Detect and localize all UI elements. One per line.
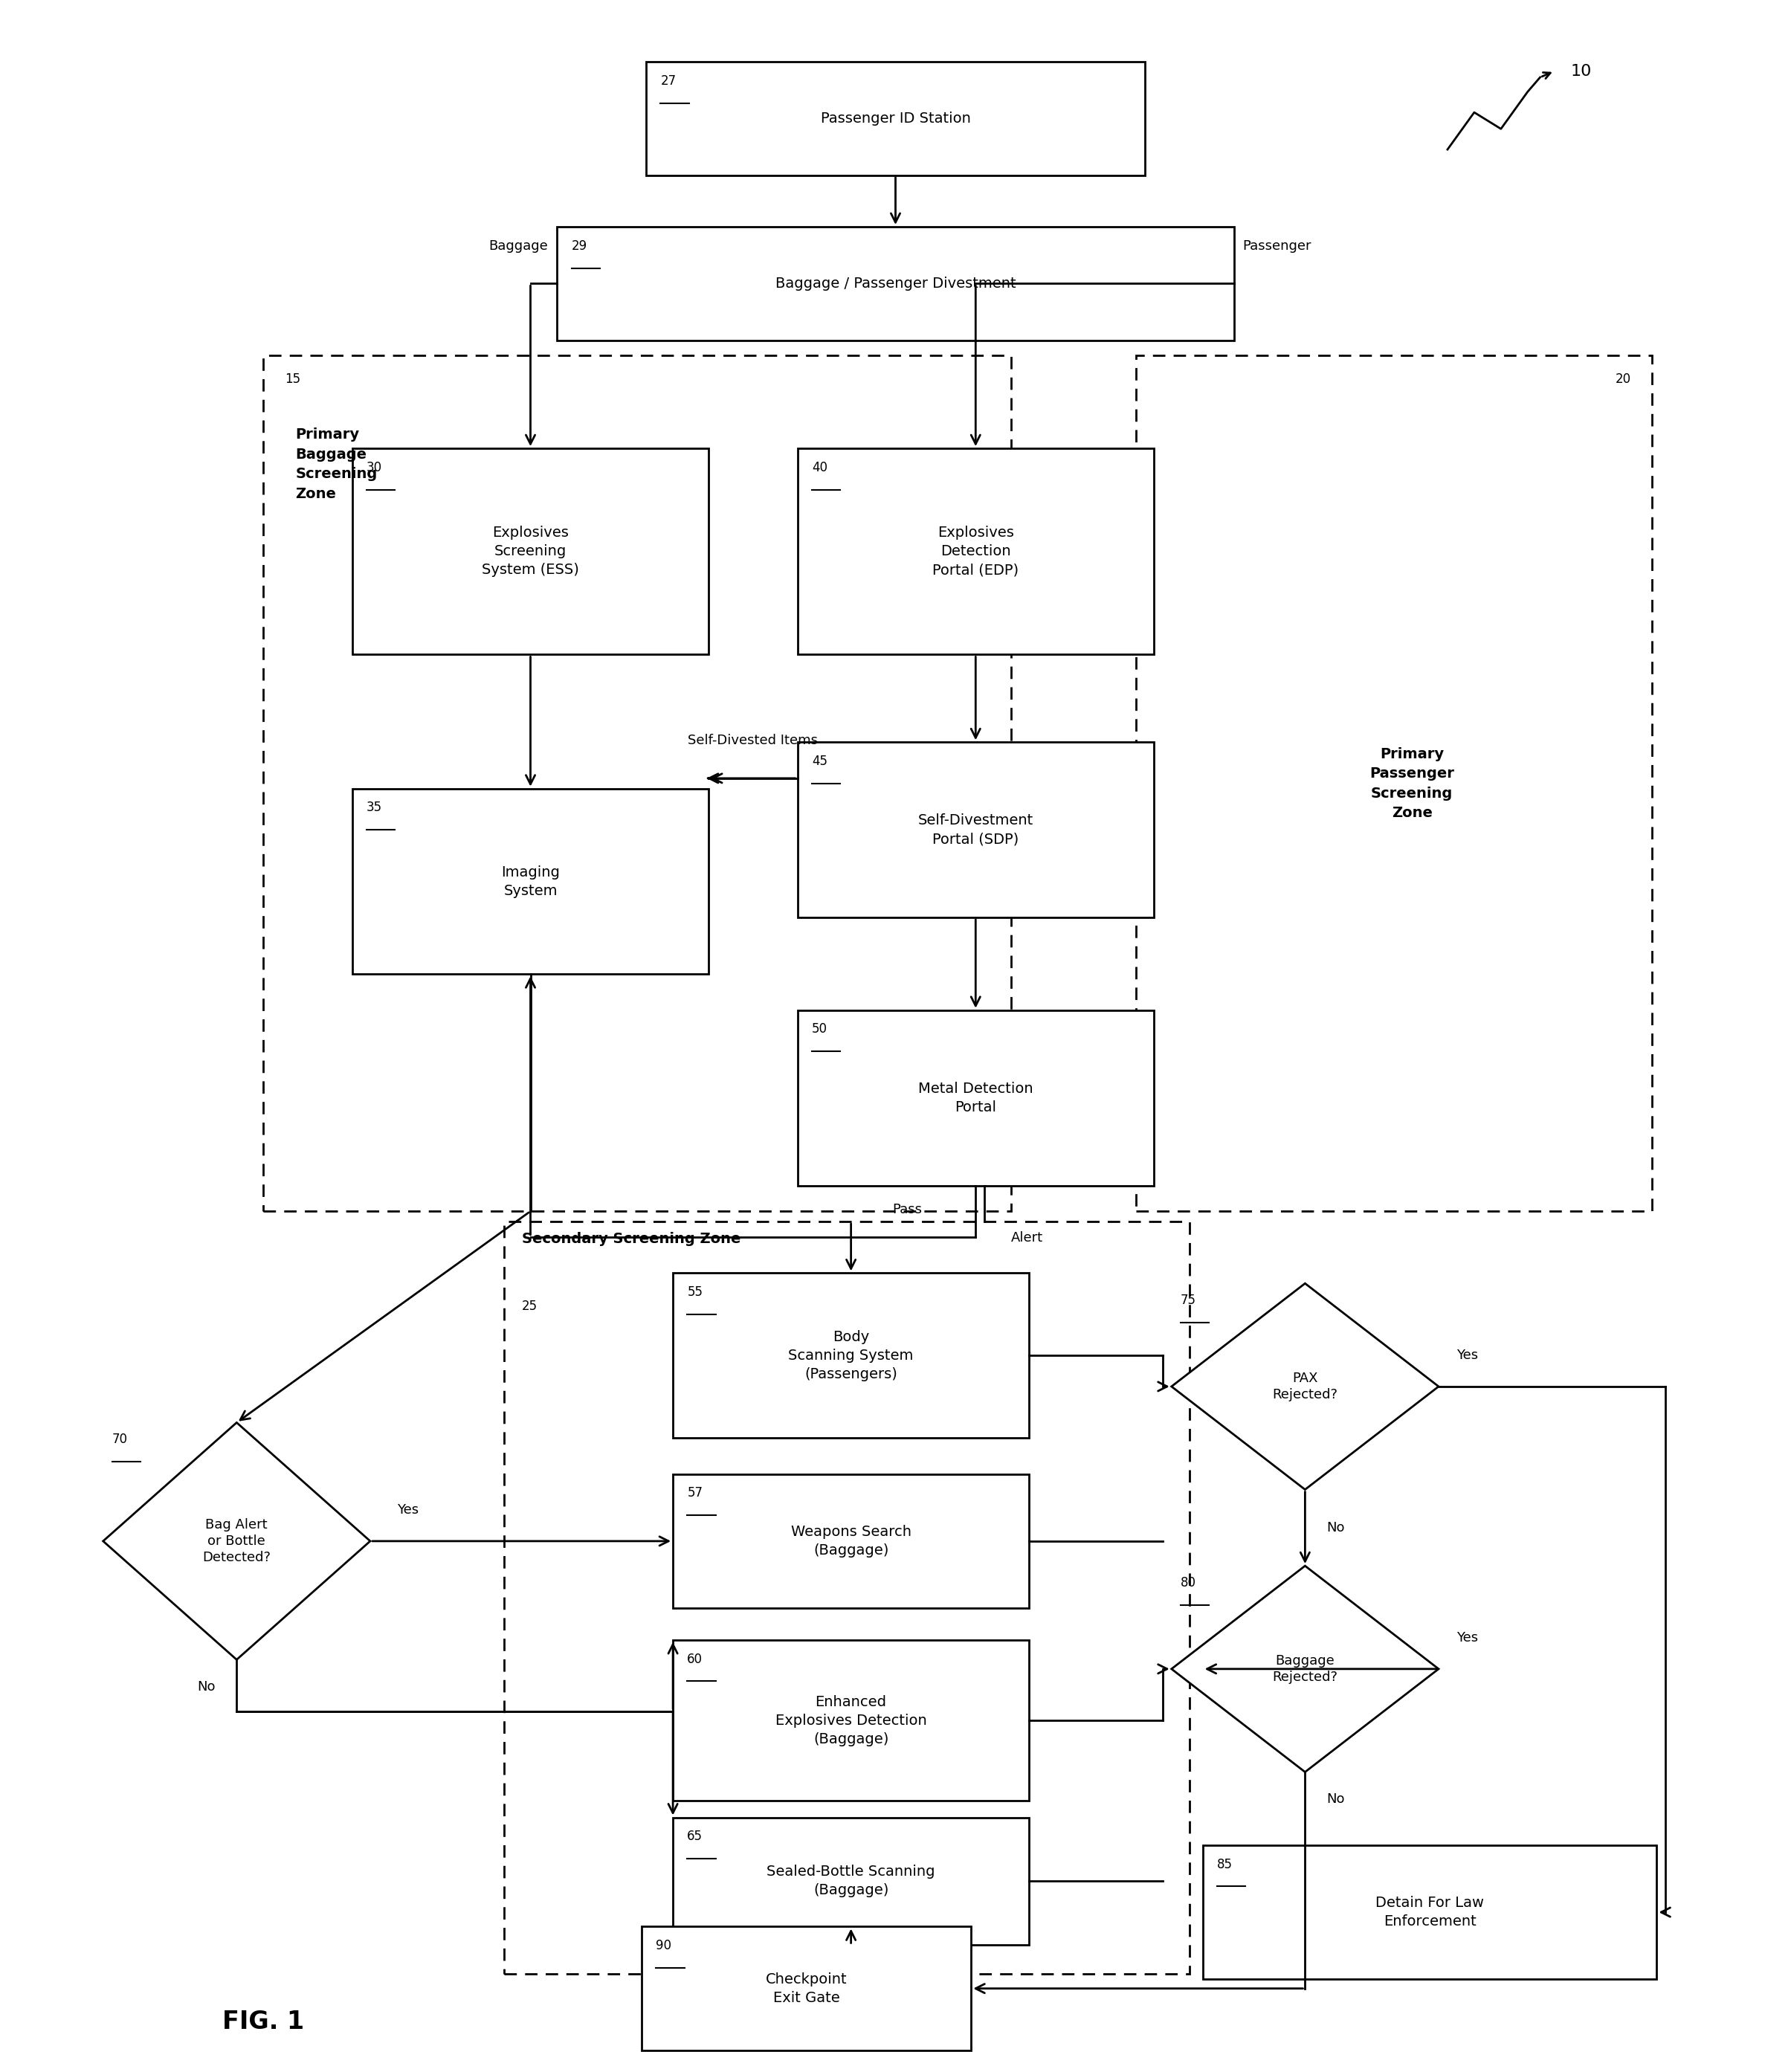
Text: 35: 35 <box>367 802 381 814</box>
Text: Primary
Passenger
Screening
Zone: Primary Passenger Screening Zone <box>1370 746 1454 821</box>
Text: 80: 80 <box>1180 1577 1196 1589</box>
Text: 29: 29 <box>571 238 587 253</box>
Polygon shape <box>1171 1283 1438 1490</box>
Text: Sealed-Bottle Scanning
(Baggage): Sealed-Bottle Scanning (Baggage) <box>767 1865 935 1898</box>
Text: PAX
Rejected?: PAX Rejected? <box>1272 1372 1338 1401</box>
Text: Self-Divestment
Portal (SDP): Self-Divestment Portal (SDP) <box>919 814 1033 845</box>
Text: Passenger ID Station: Passenger ID Station <box>820 112 971 126</box>
Text: Alert: Alert <box>1012 1231 1044 1243</box>
Text: 60: 60 <box>688 1653 702 1666</box>
Bar <box>1204 1846 1657 1979</box>
Bar <box>673 1473 1030 1608</box>
Text: 20: 20 <box>1615 373 1632 385</box>
Text: Baggage / Passenger Divestment: Baggage / Passenger Divestment <box>776 276 1015 290</box>
Text: No: No <box>1327 1792 1345 1807</box>
Text: Secondary Screening Zone: Secondary Screening Zone <box>521 1233 740 1245</box>
Text: 65: 65 <box>688 1830 702 1844</box>
Text: 55: 55 <box>688 1285 702 1299</box>
Text: Imaging
System: Imaging System <box>501 864 561 897</box>
Bar <box>1135 356 1653 1212</box>
Bar <box>503 1222 1189 1975</box>
Bar <box>353 789 709 974</box>
Text: Self-Divested Items: Self-Divested Items <box>688 733 818 748</box>
Text: Passenger: Passenger <box>1243 238 1311 253</box>
Text: Detain For Law
Enforcement: Detain For Law Enforcement <box>1375 1896 1485 1929</box>
Bar <box>641 1927 971 2051</box>
Text: Explosives
Detection
Portal (EDP): Explosives Detection Portal (EDP) <box>933 526 1019 578</box>
Text: Pass: Pass <box>892 1204 922 1216</box>
Text: 50: 50 <box>811 1024 827 1036</box>
Text: Enhanced
Explosives Detection
(Baggage): Enhanced Explosives Detection (Baggage) <box>776 1695 926 1747</box>
Bar <box>673 1641 1030 1801</box>
Text: 90: 90 <box>656 1939 672 1952</box>
Bar <box>673 1817 1030 1946</box>
Text: Yes: Yes <box>398 1502 419 1517</box>
Bar <box>797 742 1153 918</box>
Bar <box>797 1011 1153 1185</box>
Bar <box>647 62 1144 176</box>
Text: Yes: Yes <box>1456 1631 1478 1645</box>
Bar <box>557 226 1234 340</box>
Bar <box>673 1272 1030 1438</box>
Text: Baggage: Baggage <box>489 238 548 253</box>
Text: 75: 75 <box>1180 1293 1196 1307</box>
Text: 10: 10 <box>1571 64 1592 79</box>
Text: Baggage
Rejected?: Baggage Rejected? <box>1272 1653 1338 1685</box>
Text: 57: 57 <box>688 1486 702 1500</box>
Text: 25: 25 <box>521 1299 537 1314</box>
Text: No: No <box>1327 1521 1345 1535</box>
Bar <box>263 356 1012 1212</box>
Text: 45: 45 <box>811 754 827 769</box>
Text: Checkpoint
Exit Gate: Checkpoint Exit Gate <box>767 1973 847 2006</box>
Text: Yes: Yes <box>1456 1349 1478 1361</box>
Text: 30: 30 <box>367 460 381 474</box>
Text: Primary
Baggage
Screening
Zone: Primary Baggage Screening Zone <box>296 427 378 501</box>
Polygon shape <box>104 1423 371 1660</box>
Text: 85: 85 <box>1216 1859 1232 1871</box>
Text: Body
Scanning System
(Passengers): Body Scanning System (Passengers) <box>788 1330 913 1382</box>
Text: Metal Detection
Portal: Metal Detection Portal <box>919 1082 1033 1115</box>
Text: 15: 15 <box>285 373 301 385</box>
Bar <box>797 448 1153 655</box>
Text: 40: 40 <box>811 460 827 474</box>
Text: Weapons Search
(Baggage): Weapons Search (Baggage) <box>792 1525 912 1558</box>
Text: FIG. 1: FIG. 1 <box>222 2010 304 2035</box>
Bar <box>353 448 709 655</box>
Text: Bag Alert
or Bottle
Detected?: Bag Alert or Bottle Detected? <box>202 1519 270 1564</box>
Text: Explosives
Screening
System (ESS): Explosives Screening System (ESS) <box>482 526 578 578</box>
Text: 70: 70 <box>113 1434 127 1446</box>
Text: 27: 27 <box>661 75 677 87</box>
Text: No: No <box>197 1680 215 1693</box>
Polygon shape <box>1171 1566 1438 1772</box>
